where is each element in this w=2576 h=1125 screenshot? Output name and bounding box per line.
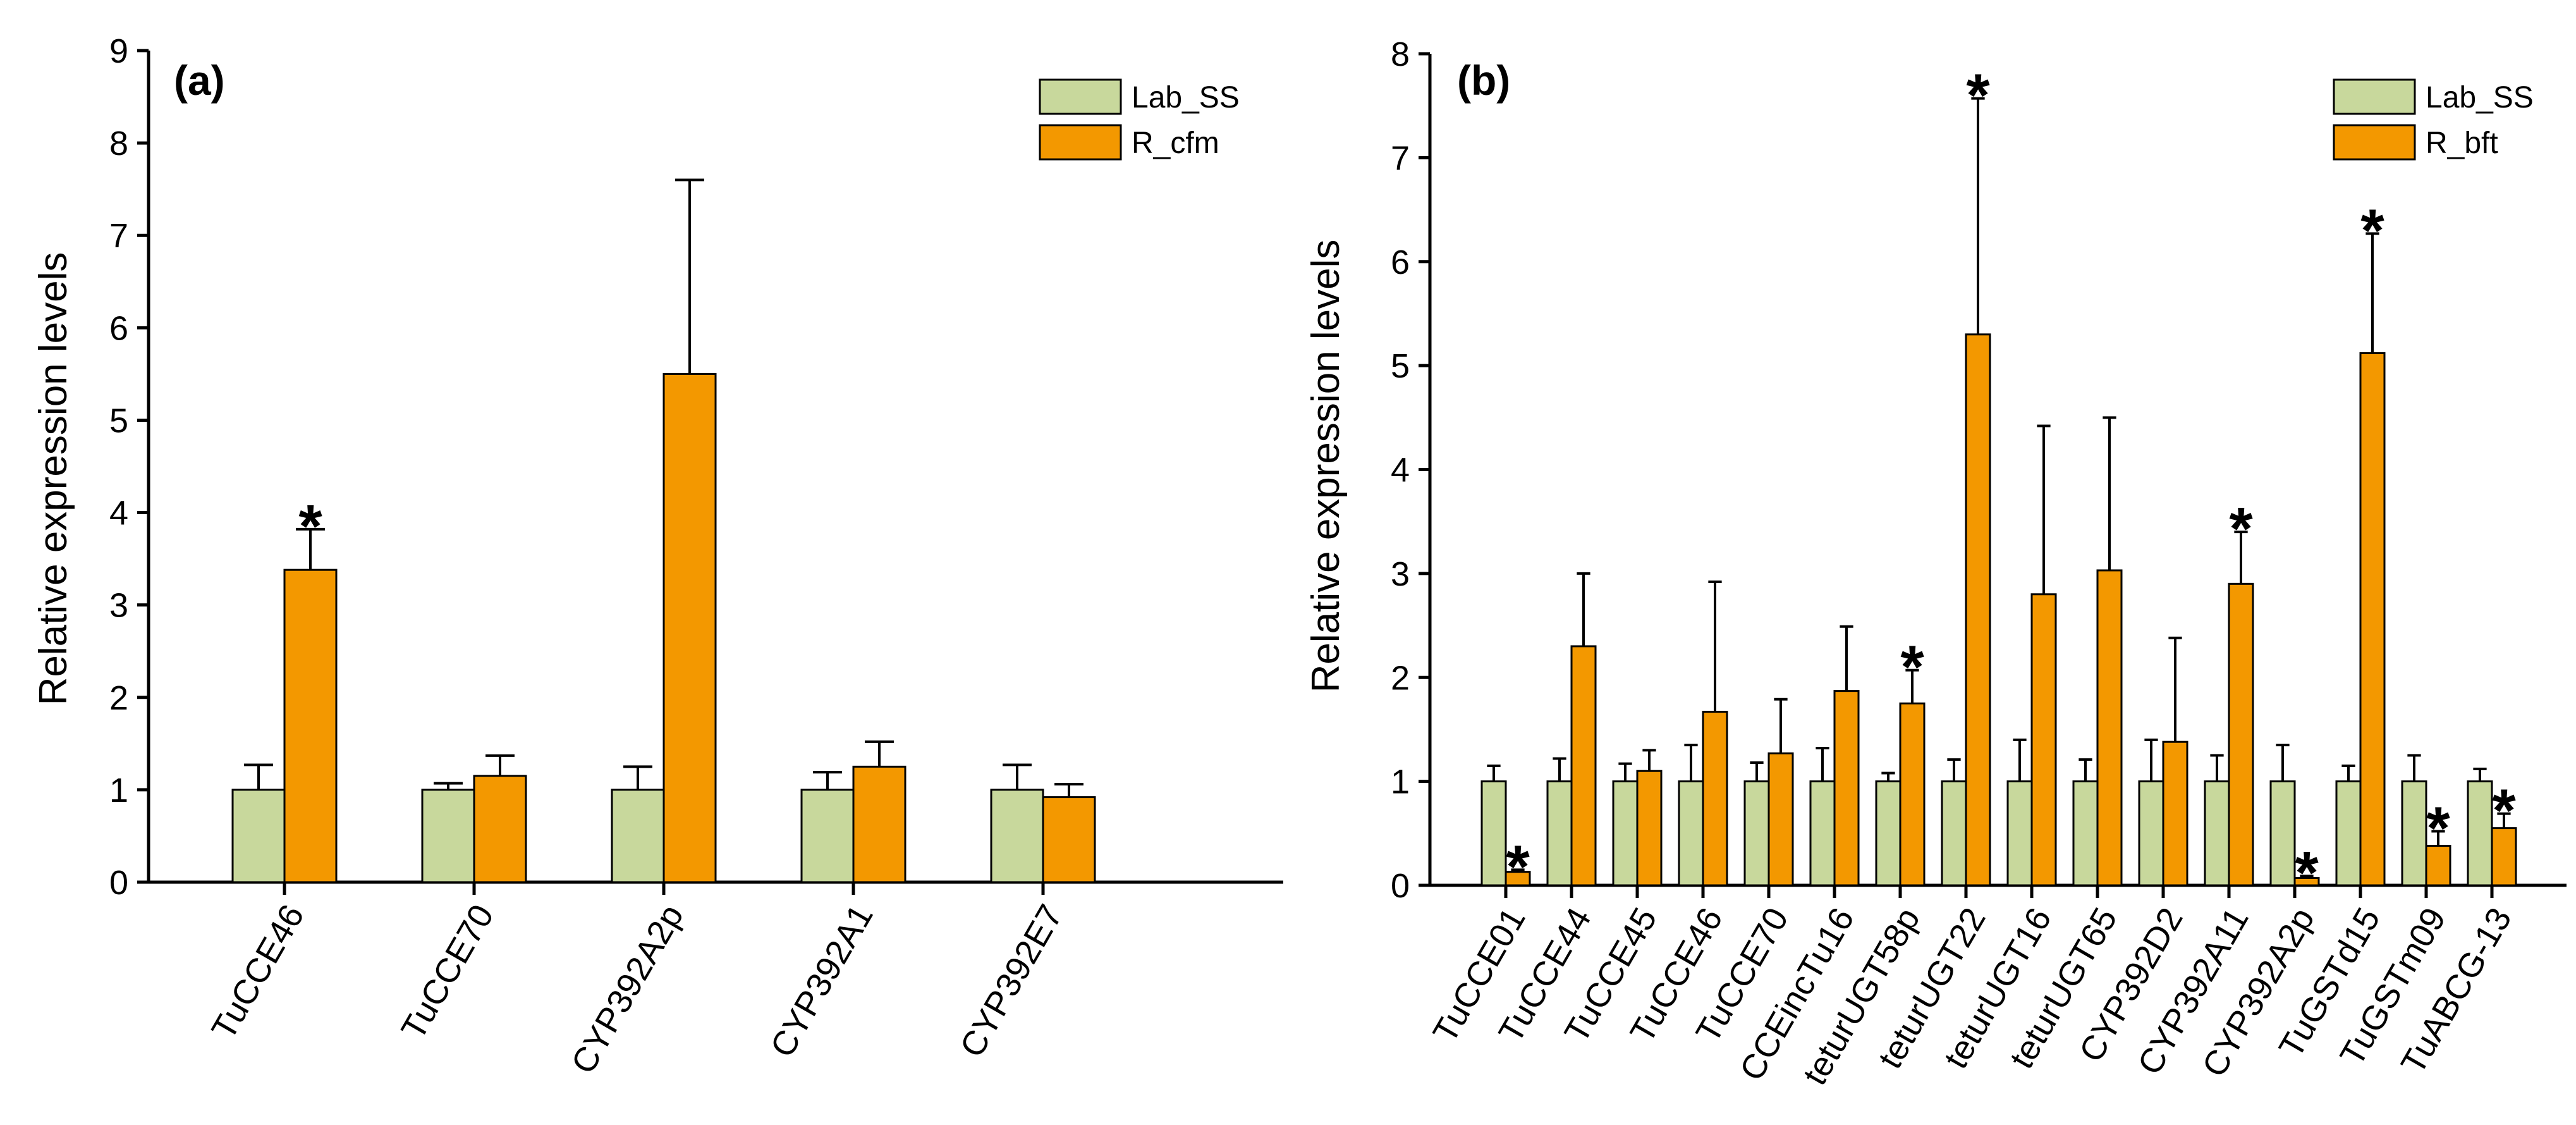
bar-resistant-0 [283,569,338,883]
bar-lab-0 [231,789,286,883]
bar-lab-4 [990,789,1044,883]
significance-star: * [2229,495,2253,563]
bars-a: * [231,178,1096,883]
x-tick-label: TuCCE70 [394,898,501,1046]
legend-a: Lab_SS R_cfm [1039,78,1240,161]
legend-label-lab-a: Lab_SS [1132,81,1240,114]
bar-resistant-3 [852,765,906,883]
y-tick-label: 7 [109,217,128,255]
chart-panel-b: (b) Relative expression levels Lab_SS R_… [1304,35,2567,1091]
x-tick-labels-b: TuCCE01TuCCE44TuCCE45TuCCE46TuCCE70CCEin… [1425,901,2519,1091]
legend-b: Lab_SS R_bft [2333,78,2534,161]
bar-lab-1 [421,789,475,883]
legend-swatch-resistant-b [2333,124,2416,161]
bar-lab-14 [2401,780,2427,887]
significance-star: * [298,493,322,560]
y-axis-label-a: Relative expression levels [32,252,75,706]
y-tick-label: 9 [109,32,128,70]
panel-label-a: (a) [174,57,225,104]
significance-star: * [2360,197,2384,264]
significance-star: * [2295,839,2319,907]
axes-a: 0 1 2 3 4 5 6 7 8 9 [109,32,1283,902]
bar-resistant-1 [473,775,527,883]
chart-panel-a: (a) Relative expression levels Lab_SS R_… [32,32,1283,1080]
bars-b: * * * * * * * * [1480,62,2517,907]
bar-lab-8 [2006,780,2033,887]
y-tick-label: 1 [109,772,128,809]
legend-label-resistant-a: R_cfm [1132,126,1219,160]
y-tick-label: 1 [1391,763,1410,801]
bar-lab-2 [1612,780,1639,887]
panel-label-b: (b) [1457,57,1510,104]
y-tick-label: 0 [109,864,128,902]
legend-label-lab-b: Lab_SS [2426,81,2534,114]
y-tick-label: 6 [109,309,128,347]
legend-label-resistant-b: R_bft [2426,126,2498,160]
bar-lab-10 [2138,780,2164,887]
bar-resistant-2 [662,372,717,883]
bar-resistant-10 [2162,741,2188,887]
bar-lab-0 [1480,780,1507,887]
bar-resistant-8 [2030,593,2057,887]
significance-star: * [1900,634,1924,701]
legend-swatch-resistant-a [1039,124,1122,161]
bar-lab-3 [800,789,855,883]
bar-resistant-5 [1833,690,1860,887]
bar-resistant-6 [1899,702,1926,887]
legend-swatch-lab-b [2333,78,2416,115]
y-tick-label: 3 [1391,555,1410,593]
bar-lab-4 [1743,780,1770,887]
legend-swatch-lab-a [1039,78,1122,115]
bar-resistant-11 [2228,582,2254,887]
bar-resistant-4 [1042,796,1096,883]
y-tick-label: 4 [109,495,128,532]
bar-lab-9 [2072,780,2099,887]
bar-lab-11 [2204,780,2230,887]
bar-lab-15 [2467,780,2493,887]
bar-resistant-9 [2096,569,2123,887]
x-tick-label: CYP392A1 [763,898,881,1063]
bar-resistant-4 [1767,752,1794,887]
x-tick-label: CYP392E7 [953,898,1070,1063]
bar-resistant-13 [2359,352,2386,887]
significance-star: * [2426,795,2450,863]
significance-star: * [2492,777,2516,845]
bar-lab-12 [2269,780,2296,887]
bar-resistant-7 [1965,333,1991,887]
bar-lab-1 [1546,780,1573,887]
significance-star: * [1966,62,1990,130]
y-tick-label: 3 [109,587,128,625]
significance-star: * [1506,833,1530,901]
bar-lab-3 [1678,780,1704,887]
x-tick-labels-a: TuCCE46 TuCCE70 CYP392A2p CYP392A1 CYP392E7 [204,898,1070,1079]
y-tick-label: 8 [1391,35,1410,73]
y-axis-label-b: Relative expression levels [1304,240,1348,693]
y-tick-label: 2 [109,679,128,717]
bar-lab-6 [1875,780,1901,887]
y-tick-label: 5 [1391,347,1410,385]
bar-lab-7 [1941,780,1967,887]
y-tick-label: 2 [1391,659,1410,697]
y-tick-label: 8 [109,125,128,163]
y-tick-label: 7 [1391,139,1410,177]
x-tick-label: CYP392A2p [564,898,691,1079]
bar-lab-13 [2335,780,2362,887]
bar-resistant-3 [1702,710,1728,887]
y-tick-label: 4 [1391,452,1410,489]
x-tick-label: TuCCE46 [204,898,312,1046]
bar-resistant-1 [1570,645,1597,887]
bar-lab-5 [1809,780,1836,887]
y-tick-label: 0 [1391,867,1410,905]
bar-resistant-2 [1636,770,1663,887]
bar-lab-2 [611,789,665,883]
y-tick-label: 5 [109,402,128,440]
y-tick-label: 6 [1391,243,1410,281]
